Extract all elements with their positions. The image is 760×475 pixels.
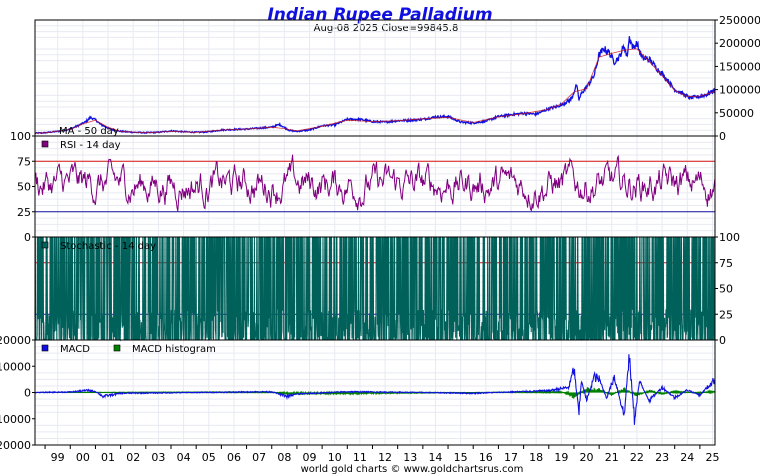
rsi-legend-label: RSI - 14 day: [60, 140, 121, 151]
x-tick-label: 05: [202, 451, 216, 464]
macd-legend-swatch: [41, 344, 49, 352]
rsi-ytick-label: 25: [17, 206, 31, 219]
rsi-ytick-label: 0: [24, 231, 31, 244]
rsi-ytick-label: 100: [10, 130, 31, 143]
x-tick-label: 00: [76, 451, 90, 464]
ma-legend-label: MA - 50 day: [59, 126, 119, 137]
stochastic-ytick-label: 100: [719, 231, 740, 244]
chart-subtitle: Aug-08 2025 Close=99845.8: [314, 23, 459, 34]
macd-legend-swatch: [113, 344, 121, 352]
x-tick-label: 22: [630, 451, 644, 464]
ma-series-line: [34, 48, 716, 134]
stochastic-ytick-label: 0: [719, 334, 726, 347]
x-tick-label: 02: [126, 451, 140, 464]
stochastic-ytick-label: 50: [719, 283, 733, 296]
stochastic-legend-label: Stochastic - 14 day: [60, 241, 156, 252]
price-panel: 0 50000 100000 150000 200000 250000 MA - 50 da…: [34, 14, 760, 143]
stochastic-ytick-label: 75: [719, 257, 733, 270]
x-tick-label: 10: [328, 451, 342, 464]
x-tick-label: 24: [680, 451, 694, 464]
stochastic-ytick-label: 25: [719, 308, 733, 321]
x-tick-label: 11: [353, 451, 367, 464]
x-axis: 99 00 01 02 03 04 05 06 07 08 09 10 11 12 13 14 15 16 17 18…: [44, 445, 719, 464]
price-ytick-label: 0: [719, 130, 726, 143]
x-tick-label: 17: [504, 451, 518, 464]
price-ytick-label: 150000: [719, 60, 760, 73]
x-tick-label: 09: [303, 451, 317, 464]
x-tick-label: 25: [705, 451, 719, 464]
x-tick-label: 15: [454, 451, 468, 464]
macd-legend-label: MACD histogram: [132, 344, 216, 355]
price-series-line: [34, 36, 716, 135]
rsi-series-line: [34, 154, 716, 212]
price-ytick-label: 250000: [719, 14, 760, 27]
x-tick-label: 18: [529, 451, 543, 464]
rsi-ytick-label: 50: [17, 181, 31, 194]
x-tick-label: 12: [378, 451, 392, 464]
footer-credit: world gold charts © www.goldchartsrus.co…: [301, 464, 524, 475]
x-tick-label: 01: [101, 451, 115, 464]
macd-series-line: [34, 354, 716, 425]
rsi-panel: 0 25 50 75 100 RSI - 14 day: [10, 130, 716, 244]
x-tick-label: 20: [580, 451, 594, 464]
stochastic-panel: 0 25 50 75 100 Stochastic - 14 day: [34, 231, 740, 347]
chart-title: Indian Rupee Palladium: [267, 5, 492, 25]
rsi-legend-swatch: [41, 140, 49, 148]
rsi-ytick-label: 75: [17, 155, 31, 168]
x-tick-label: 04: [177, 451, 191, 464]
macd-panel: 20000 10000 0 10000 20000 MACD MACD histogram: [0, 334, 716, 452]
price-ytick-label: 200000: [719, 37, 760, 50]
x-tick-label: 06: [227, 451, 241, 464]
stochastic-legend-swatch: [41, 241, 49, 249]
price-ytick-label: 100000: [719, 84, 760, 97]
x-tick-label: 16: [479, 451, 493, 464]
stochastic-series-line: [34, 236, 716, 342]
macd-ytick-label: 10000: [0, 413, 31, 426]
x-tick-label: 19: [554, 451, 568, 464]
macd-ytick-label: 20000: [0, 439, 31, 452]
x-tick-label: 23: [655, 451, 669, 464]
macd-legend-label: MACD: [60, 344, 90, 355]
x-tick-label: 08: [277, 451, 291, 464]
x-tick-label: 07: [252, 451, 266, 464]
macd-ytick-label: 20000: [0, 334, 31, 347]
x-tick-label: 21: [605, 451, 619, 464]
macd-ytick-label: 10000: [0, 360, 31, 373]
x-tick-label: 03: [151, 451, 165, 464]
x-tick-label: 14: [428, 451, 442, 464]
macd-ytick-label: 0: [24, 387, 31, 400]
x-tick-label: 13: [403, 451, 417, 464]
x-tick-label: 99: [51, 451, 65, 464]
price-ytick-label: 50000: [719, 107, 754, 120]
